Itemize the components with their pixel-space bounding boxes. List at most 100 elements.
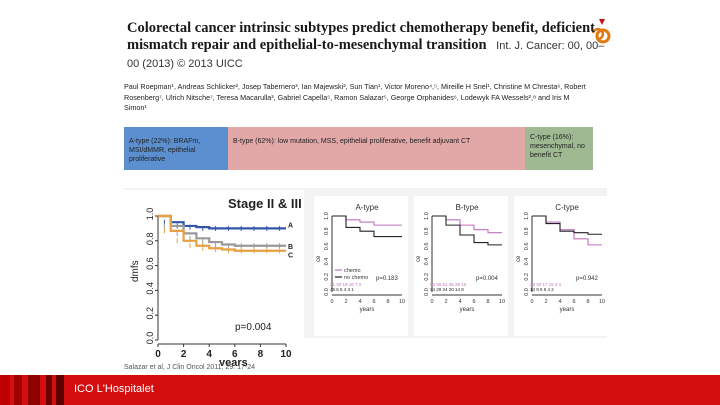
subtype-km-ytick-label: 0.4 [324,258,330,266]
subtype-km-curve-nochemo [332,215,402,238]
subtype-km-ytick-label: 0.4 [524,258,530,266]
main-km-svg: Stage II & III dmfs years p=0.004 0.00.2… [130,196,302,369]
b-type-box: B-type (62%): low mutation, MSS, epithel… [228,127,525,170]
subtype-km-ytick-label: 0.0 [524,288,530,296]
subtype-km-xtick-label: 4 [458,299,461,305]
subtype-km-ytick-label: 0.2 [324,273,330,281]
subtype-km-ytick-label: 0.6 [424,243,430,251]
subtype-km-xtick-label: 2 [444,299,447,305]
main-km-ytick-label: 0.4 [145,282,155,295]
subtype-km-xtick-label: 0 [530,299,533,305]
footer-stripe [46,375,52,405]
paper-title: Colorectal cancer intrinsic subtypes pre… [127,20,607,73]
subtype-km-ytick-label: 0.6 [324,243,330,251]
main-km-ytick-label: 0.2 [145,307,155,320]
subtype-km-ytick-label: 0.2 [524,273,530,281]
subtype-km-xlabel: years [560,307,575,313]
subtype-km-xtick-label: 0 [430,299,433,305]
footer-stripe [56,375,64,405]
subtype-km-ytick-label: 0.8 [524,227,530,235]
subtype-km-background [414,196,508,336]
main-km-xtick-label: 10 [280,349,292,360]
main-km-xtick-label: 6 [232,349,238,360]
subtype-bar: A-type (22%): BRAFm, MSI/dMMR, epithelia… [124,127,593,170]
subtype-km-ylabel: ce [516,255,522,262]
km-curve-b [158,214,286,247]
subtype-km-xtick-label: 10 [599,299,605,305]
subtype-km-ytick-label: 0.0 [424,288,430,296]
a-type-box: A-type (22%): BRAFm, MSI/dMMR, epithelia… [124,127,228,170]
paper-title-text: Colorectal cancer intrinsic subtypes pre… [127,20,595,53]
subtype-km-ytick-label: 1.0 [424,212,430,220]
subtype-km-pvalue: p=0.183 [376,276,399,282]
main-km-ytick-label: 1.0 [145,208,155,221]
subtype-km-ytick-label: 0.6 [524,243,530,251]
subtype-km-xtick-label: 2 [344,299,347,305]
subtype-km-ytick-label: 0.8 [324,227,330,235]
ico-logo-icon [591,19,611,44]
subtype-km-title: A-type [355,203,379,212]
journal-citation: Int. J. Cancer: 00, 00–00 (2013) © 2013 … [127,40,605,70]
km-curve-label: C [288,253,293,260]
subtype-km-curve-nochemo [432,215,502,246]
subtype-km-ytick-label: 0.2 [424,273,430,281]
footer-label: ICO L'Hospitalet [74,383,154,395]
subtype-km-ytick-label: 0.0 [324,288,330,296]
subtype-km-xlabel: years [460,307,475,313]
km-curve-a [158,214,286,230]
subtype-km-legend-label: chemo [344,268,361,274]
subtype-km-risk-row-nochemo: 34 29 24 20 14 8 [430,287,464,292]
main-km-xtick-label: 8 [258,349,264,360]
subtype-km-legend-label: no chemo [344,275,368,281]
main-km-ytick-label: 0.8 [145,233,155,246]
subtype-km-xtick-label: 0 [330,299,333,305]
main-km-title: Stage II & III [228,196,302,211]
subtype-km-background [514,196,607,336]
subtype-km-pvalue: p=0.004 [476,276,499,282]
km-curve-label: A [288,222,293,229]
subtype-km-background [314,196,408,336]
subtype-km-xtick-label: 2 [544,299,547,305]
subtype-km-ytick-label: 1.0 [324,212,330,220]
main-km-plot: Stage II & III dmfs years p=0.004 0.0 0.2… [124,190,304,369]
km-curve-label: B [288,244,293,251]
km-curve-c [158,214,286,252]
subtype-km-ylabel: ce [316,255,322,262]
footer-stripe [28,375,40,405]
main-km-xtick-label: 2 [181,349,187,360]
subtype-km-panel: A-type 0.0 0.2 0.4 0.6 0.8 1.0 0 2 4 6 8 10 years ce p=… [314,196,408,336]
subtype-km-risk-row-chemo: 63 56 51 45 28 10 [430,282,467,287]
subtype-km-xtick-label: 6 [372,299,375,305]
subtype-km-xtick-label: 4 [558,299,561,305]
main-km-pvalue: p=0.004 [235,322,272,333]
subtype-km-title: C-type [555,203,579,212]
subtype-km-xtick-label: 4 [358,299,361,305]
subtype-km-xtick-label: 10 [499,299,505,305]
subtype-km-xtick-label: 6 [572,299,575,305]
subtype-km-panel: C-type 0.0 0.2 0.4 0.6 0.8 1.0 0 2 4 6 8 10 years ce p=… [514,196,607,336]
subtype-km-xtick-label: 8 [586,299,589,305]
subtype-km-ylabel: ce [416,255,422,262]
author-list: Paul Roepman¹, Andreas Schlicker², Josep… [124,82,586,113]
subtype-km-risk-row-chemo: 21 20 19 16 7 2 [330,282,362,287]
subtype-km-curve-nochemo [532,215,602,235]
c-type-box: C-type (16%): mesenchymal, no benefit CT [525,127,593,170]
footer-bar [0,375,720,405]
main-km-ytick-label: 0.6 [145,257,155,270]
main-km-ylabel: dmfs [130,260,141,282]
subtype-km-ytick-label: 0.4 [424,258,430,266]
subtype-km-xtick-label: 8 [386,299,389,305]
subtype-km-title: B-type [455,203,479,212]
subtype-km-risk-row-chemo: 23 20 17 15 4 1 [530,282,562,287]
subtype-km-xlabel: years [360,307,375,313]
subtype-km-plots: A-type 0.0 0.2 0.4 0.6 0.8 1.0 0 2 4 6 8 10 years ce p=… [314,196,607,336]
subtype-km-ytick-label: 0.8 [424,227,430,235]
subtype-km-risk-row-nochemo: 14 9 6 5 4 2 [530,287,554,292]
figure-caption: Salazar et al, J Clin Oncol 2011; 29: 17… [124,364,256,371]
subtype-km-pvalue: p=0.942 [576,276,599,282]
subtype-km-xtick-label: 6 [472,299,475,305]
subtype-km-xtick-label: 8 [486,299,489,305]
main-km-xtick-label: 0 [155,349,161,360]
main-km-xtick-label: 4 [206,349,212,360]
subtype-km-ytick-label: 1.0 [524,212,530,220]
